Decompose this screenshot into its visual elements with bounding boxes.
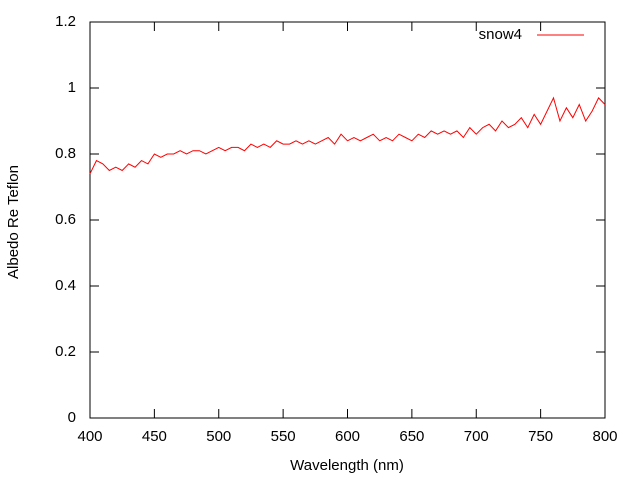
data-line [89, 96, 606, 175]
x-tick-label: 600 [335, 428, 360, 445]
plot-border [89, 21, 606, 419]
x-tick-label: 400 [77, 428, 102, 445]
x-tick-label: 450 [142, 428, 167, 445]
x-tick-label: 800 [592, 428, 617, 445]
x-axis-label: Wavelength (nm) [290, 457, 404, 474]
x-tick-label: 650 [399, 428, 424, 445]
legend-label: snow4 [479, 26, 522, 43]
x-tick-label: 750 [528, 428, 553, 445]
x-tick-label: 700 [464, 428, 489, 445]
y-tick-label: 0.8 [55, 145, 76, 162]
y-tick-label: 0 [68, 409, 76, 426]
x-tick-label: 500 [206, 428, 231, 445]
y-tick-label: 0.6 [55, 211, 76, 228]
y-tick-label: 0.4 [55, 277, 76, 294]
y-tick-label: 1.2 [55, 13, 76, 30]
x-tick-label: 550 [271, 428, 296, 445]
y-tick-label: 0.2 [55, 343, 76, 360]
y-axis-label: Albedo Re Teflon [5, 165, 22, 279]
y-tick-label: 1 [68, 79, 76, 96]
